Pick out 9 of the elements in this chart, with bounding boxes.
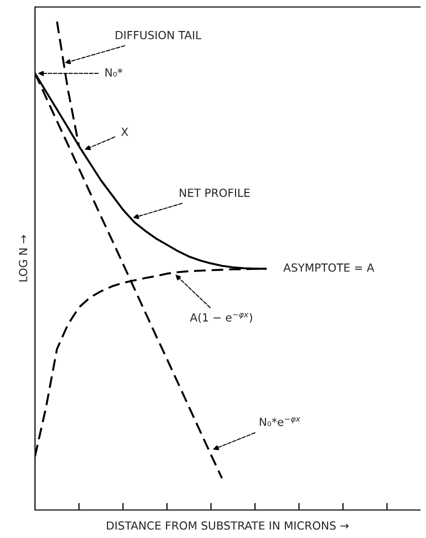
annotation: DIFFUSION TAIL <box>116 30 202 40</box>
annotation: A(1 − e$^{−φx}$) <box>190 312 252 323</box>
annotation: ASYMPTOTE = A <box>283 263 374 272</box>
x-axis-title: DISTANCE FROM SUBSTRATE IN MICRONS → <box>106 521 349 530</box>
annotation: N₀*e$^{−φx}$ <box>260 417 300 426</box>
annotation: NET PROFILE <box>180 188 250 197</box>
annotation: N₀* <box>106 68 122 77</box>
annotation: X <box>121 128 128 136</box>
y-axis-title: LOG N → <box>18 235 28 282</box>
